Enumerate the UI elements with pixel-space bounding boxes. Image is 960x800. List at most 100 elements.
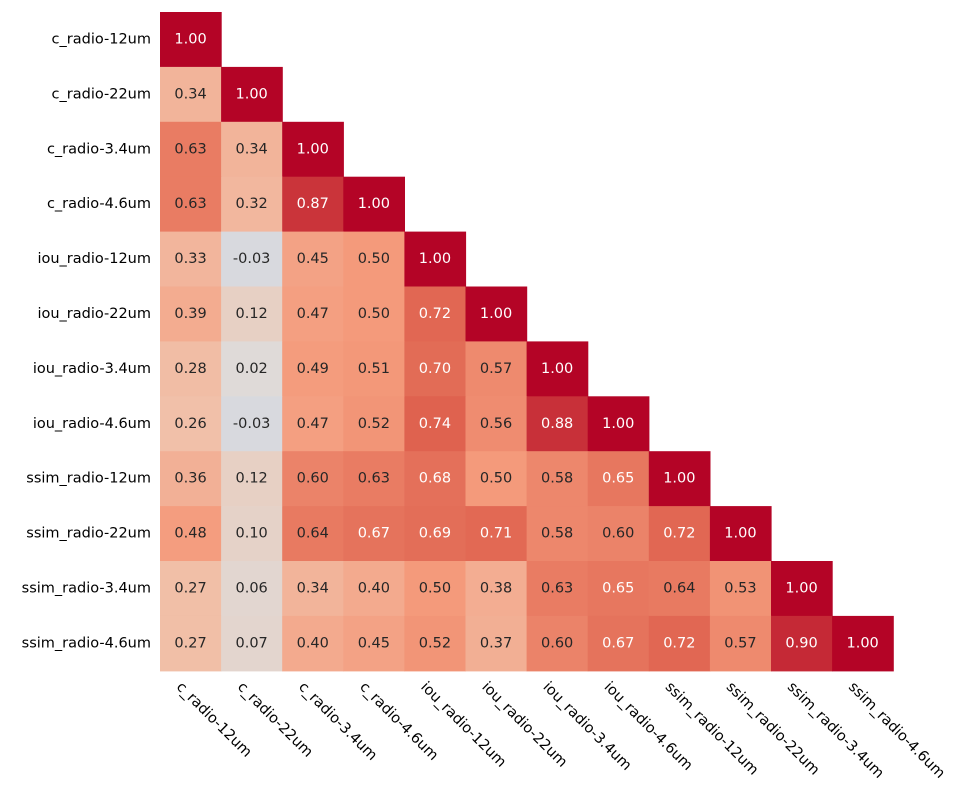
heatmap-value-label-11-2: 0.40 [297, 635, 329, 651]
heatmap-value-label-5-2: 0.47 [297, 306, 329, 322]
heatmap-cell-10-6 [526, 561, 589, 617]
heatmap-value-label-1-0: 0.34 [174, 86, 206, 102]
heatmap-value-label-8-5: 0.50 [480, 471, 512, 487]
y-tick-label: c_radio-22um [52, 86, 151, 102]
heatmap-cell-10-4 [404, 561, 467, 617]
heatmap-value-label-2-2: 1.00 [297, 141, 329, 157]
heatmap-cell-7-5 [465, 396, 528, 452]
heatmap-value-label-11-0: 0.27 [174, 635, 206, 651]
heatmap-value-label-10-8: 0.64 [663, 580, 695, 596]
heatmap-cell-11-2 [282, 615, 344, 672]
heatmap-value-label-9-9: 1.00 [724, 526, 756, 542]
heatmap-cell-8-6 [526, 451, 589, 507]
heatmap-cell-11-9 [709, 615, 772, 672]
heatmap-value-label-4-1: -0.03 [233, 251, 271, 267]
heatmap-cell-5-4 [404, 286, 467, 342]
heatmap-cell-9-2 [282, 506, 344, 562]
heatmap-value-label-8-6: 0.58 [541, 471, 573, 487]
y-tick-label: ssim_radio-22um [26, 526, 151, 542]
heatmap-cell-11-6 [526, 615, 589, 672]
heatmap-value-label-11-10: 0.90 [785, 635, 817, 651]
heatmap-value-label-10-0: 0.27 [174, 580, 206, 596]
heatmap-cell-7-0 [160, 396, 222, 452]
heatmap-cell-4-4 [404, 231, 467, 288]
heatmap-value-label-6-5: 0.57 [480, 361, 512, 377]
heatmap-value-label-6-6: 1.00 [541, 361, 573, 377]
heatmap-value-label-10-7: 0.65 [602, 580, 634, 596]
heatmap-cell-11-7 [587, 615, 650, 672]
heatmap-cell-3-2 [282, 176, 344, 233]
y-tick-label: ssim_radio-12um [26, 471, 151, 487]
heatmap-value-label-11-4: 0.52 [419, 635, 451, 651]
heatmap-cell-9-7 [587, 506, 650, 562]
heatmap-value-label-5-3: 0.50 [358, 306, 390, 322]
heatmap-cell-11-1 [221, 615, 283, 672]
y-tick-label: ssim_radio-3.4um [22, 580, 151, 596]
heatmap-cell-7-3 [343, 396, 405, 452]
heatmap-value-label-8-7: 0.65 [602, 471, 634, 487]
y-tick-label: c_radio-4.6um [47, 196, 151, 212]
heatmap-cell-10-8 [648, 561, 711, 617]
y-tick-label: iou_radio-22um [37, 306, 151, 322]
heatmap-value-label-10-9: 0.53 [724, 580, 756, 596]
heatmap-cell-8-4 [404, 451, 467, 507]
heatmap-value-label-9-4: 0.69 [419, 526, 451, 542]
heatmap-cell-8-2 [282, 451, 344, 507]
heatmap-value-label-7-5: 0.56 [480, 416, 512, 432]
heatmap-cell-6-5 [465, 341, 528, 397]
heatmap-cell-1-0 [160, 66, 222, 123]
heatmap-cell-10-0 [160, 561, 222, 617]
heatmap-value-label-5-1: 0.12 [236, 306, 268, 322]
heatmap-value-label-1-1: 1.00 [236, 86, 268, 102]
heatmap-value-label-10-6: 0.63 [541, 580, 573, 596]
y-tick-label: c_radio-12um [52, 31, 151, 47]
heatmap-value-label-7-1: -0.03 [233, 416, 271, 432]
heatmap-cell-9-6 [526, 506, 589, 562]
heatmap-value-label-11-6: 0.60 [541, 635, 573, 651]
heatmap-value-label-9-3: 0.67 [358, 526, 390, 542]
heatmap-value-label-6-4: 0.70 [419, 361, 451, 377]
heatmap-value-label-6-1: 0.02 [236, 361, 268, 377]
heatmap-cell-11-5 [465, 615, 528, 672]
y-tick-label: c_radio-3.4um [47, 141, 151, 157]
heatmap-cell-10-9 [709, 561, 772, 617]
heatmap-value-label-4-2: 0.45 [297, 251, 329, 267]
heatmap-value-label-11-7: 0.67 [602, 635, 634, 651]
heatmap-value-label-11-3: 0.45 [358, 635, 390, 651]
heatmap-cell-4-3 [343, 231, 405, 288]
y-tick-label: iou_radio-4.6um [33, 416, 151, 432]
heatmap-value-label-6-0: 0.28 [174, 361, 206, 377]
heatmap-value-label-7-3: 0.52 [358, 416, 390, 432]
heatmap-value-label-6-3: 0.51 [358, 361, 390, 377]
heatmap-cell-11-8 [648, 615, 711, 672]
heatmap-cell-8-1 [221, 451, 283, 507]
heatmap-value-label-9-7: 0.60 [602, 526, 634, 542]
heatmap-cell-7-2 [282, 396, 344, 452]
heatmap-cell-2-2 [282, 121, 344, 178]
heatmap-value-label-3-3: 1.00 [358, 196, 390, 212]
y-tick-label: ssim_radio-4.6um [22, 635, 151, 651]
heatmap-value-label-4-4: 1.00 [419, 251, 451, 267]
heatmap-cell-6-3 [343, 341, 405, 397]
heatmap-cell-5-5 [465, 286, 528, 342]
y-tick-label: iou_radio-12um [37, 251, 151, 267]
heatmap-cell-10-2 [282, 561, 344, 617]
heatmap-value-label-7-6: 0.88 [541, 416, 573, 432]
heatmap-cell-3-1 [221, 176, 283, 233]
heatmap-cell-8-7 [587, 451, 650, 507]
heatmap-value-label-8-3: 0.63 [358, 471, 390, 487]
heatmap-value-label-3-1: 0.32 [236, 196, 268, 212]
heatmap-cell-10-10 [771, 561, 833, 617]
heatmap-value-label-10-10: 1.00 [785, 580, 817, 596]
heatmap-value-label-10-2: 0.34 [297, 580, 329, 596]
heatmap-value-label-7-0: 0.26 [174, 416, 206, 432]
heatmap-value-label-3-2: 0.87 [297, 196, 329, 212]
heatmap-cell-11-10 [771, 615, 833, 672]
heatmap-cell-5-2 [282, 286, 344, 342]
heatmap-value-label-7-2: 0.47 [297, 416, 329, 432]
heatmap-value-label-5-0: 0.39 [174, 306, 206, 322]
y-tick-label: iou_radio-3.4um [33, 361, 151, 377]
heatmap-cell-11-4 [404, 615, 467, 672]
heatmap-value-label-2-1: 0.34 [236, 141, 268, 157]
heatmap-value-label-5-4: 0.72 [419, 306, 451, 322]
